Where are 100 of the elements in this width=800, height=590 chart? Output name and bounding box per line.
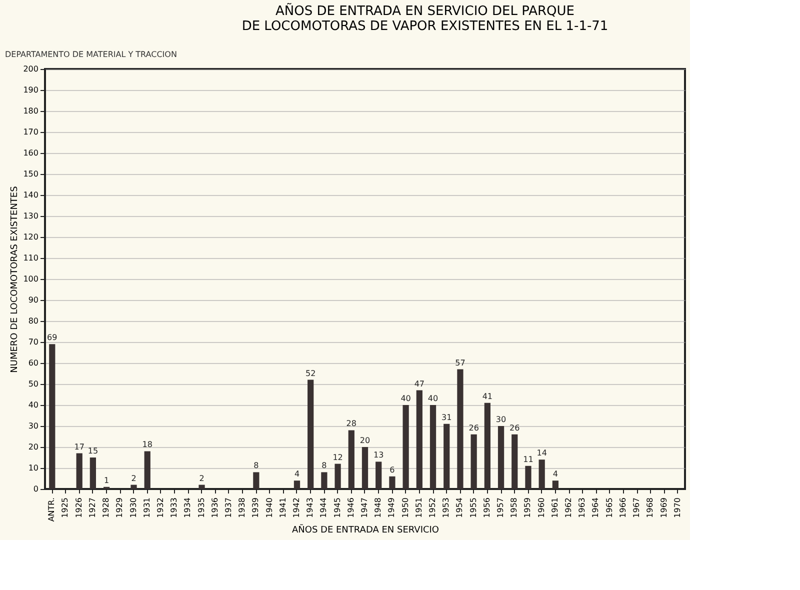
y-tick-label: 180 — [23, 106, 38, 116]
x-tick-label: 1961 — [550, 498, 560, 518]
x-tick-label: 1929 — [115, 498, 124, 518]
x-tick-label: 1935 — [196, 498, 206, 518]
bar — [430, 405, 436, 489]
x-tick-label: 1933 — [170, 498, 179, 518]
y-tick-label: 190 — [23, 86, 38, 94]
bar — [253, 472, 260, 489]
x-tick-label: 1940 — [264, 498, 274, 518]
y-tick-label: 200 — [23, 64, 38, 74]
data-label: 4 — [294, 470, 300, 479]
data-label: 52 — [305, 368, 316, 378]
data-label: 1 — [104, 476, 110, 485]
data-label: 40 — [400, 394, 411, 403]
y-tick-label: 70 — [28, 338, 38, 346]
x-tick-label: 1941 — [278, 498, 288, 518]
bar — [376, 462, 382, 489]
x-tick-label: 1943 — [306, 498, 315, 518]
bar — [144, 451, 150, 489]
data-label: 2 — [131, 474, 136, 483]
y-tick-label: 60 — [28, 358, 38, 368]
x-tick-label: 1946 — [346, 498, 356, 518]
y-tick-label: 100 — [23, 274, 38, 284]
x-tick-label: ANTR. — [47, 498, 56, 522]
data-label: 13 — [374, 450, 384, 460]
x-tick-label: 1945 — [332, 498, 342, 518]
x-tick-label: 1932 — [156, 498, 165, 518]
x-tick-label: 1937 — [224, 498, 233, 518]
bar — [457, 369, 464, 489]
x-tick-label: 1965 — [604, 498, 614, 518]
data-label: 4 — [552, 470, 558, 479]
x-tick-label: 1958 — [510, 498, 519, 518]
text: DE LOCOMOTORAS DE VAPOR EXISTENTES EN EL 1-1-71 — [242, 19, 608, 34]
x-tick-label: 1936 — [210, 498, 220, 518]
y-tick-label: 110 — [23, 254, 38, 262]
data-label: 11 — [523, 454, 534, 464]
bar — [49, 344, 56, 489]
x-tick-label: 1944 — [319, 498, 328, 518]
y-tick-label: 80 — [28, 316, 38, 326]
x-tick-label: 1966 — [618, 498, 628, 518]
bar — [525, 466, 532, 489]
y-tick-label: 90 — [28, 296, 38, 304]
data-label: 41 — [482, 392, 493, 401]
bar — [334, 464, 341, 489]
data-label: 57 — [455, 358, 466, 368]
y-tick-label: 120 — [23, 232, 38, 242]
x-tick-label: 1960 — [536, 498, 546, 518]
y-tick-label: 170 — [23, 128, 38, 136]
bar — [402, 405, 409, 489]
bar — [362, 447, 368, 489]
x-tick-label: 1970 — [672, 498, 682, 518]
data-label: 31 — [442, 412, 452, 422]
bar — [321, 472, 328, 489]
data-label: 40 — [428, 394, 438, 403]
y-tick-label: 50 — [28, 380, 38, 388]
bar — [389, 476, 396, 489]
x-tick-label: 1959 — [523, 498, 532, 518]
y-tick-label: 0 — [33, 484, 38, 494]
y-tick-label: 160 — [23, 148, 38, 158]
bar — [552, 480, 558, 489]
data-label: 8 — [254, 461, 259, 470]
x-tick-label: 1948 — [374, 498, 383, 518]
x-tick-label: 1925 — [60, 498, 70, 518]
data-label: 14 — [536, 448, 547, 458]
x-tick-label: 1962 — [564, 498, 574, 518]
x-tick-label: 1927 — [88, 498, 97, 518]
x-axis-title: AÑOS DE ENTRADA EN SERVICIO — [292, 524, 440, 536]
x-tick-label: 1968 — [646, 498, 655, 518]
bar — [348, 430, 354, 489]
bar — [90, 458, 96, 489]
data-label: 30 — [496, 415, 506, 424]
bar — [308, 380, 314, 489]
x-tick-label: 1957 — [496, 498, 506, 518]
data-label: 2 — [199, 474, 204, 483]
data-label: 26 — [510, 423, 520, 432]
data-label: 69 — [47, 333, 58, 342]
data-label: 12 — [332, 452, 343, 462]
x-tick-label: 1964 — [591, 498, 600, 518]
data-label: 6 — [390, 465, 395, 474]
bar — [198, 484, 205, 489]
bar — [444, 424, 450, 489]
bar — [76, 453, 82, 489]
data-label: 26 — [468, 423, 479, 432]
bar — [294, 480, 300, 489]
data-label: 47 — [414, 379, 425, 388]
y-tick-label: 30 — [28, 422, 38, 430]
data-label: 28 — [346, 419, 356, 428]
x-tick-label: 1949 — [387, 498, 396, 518]
bar — [484, 402, 490, 489]
x-tick-label: 1939 — [251, 498, 260, 518]
x-tick-label: 1951 — [414, 498, 424, 518]
bar — [416, 390, 422, 489]
y-tick-label: 10 — [28, 464, 38, 472]
x-tick-label: 1953 — [442, 498, 451, 518]
x-tick-label: 1938 — [238, 498, 247, 518]
x-tick-label: 1956 — [482, 498, 492, 518]
x-tick-label: 1955 — [468, 498, 478, 518]
x-tick-label: 1934 — [183, 498, 192, 518]
x-tick-label: 1926 — [74, 498, 84, 518]
x-tick-label: 1952 — [428, 498, 438, 518]
